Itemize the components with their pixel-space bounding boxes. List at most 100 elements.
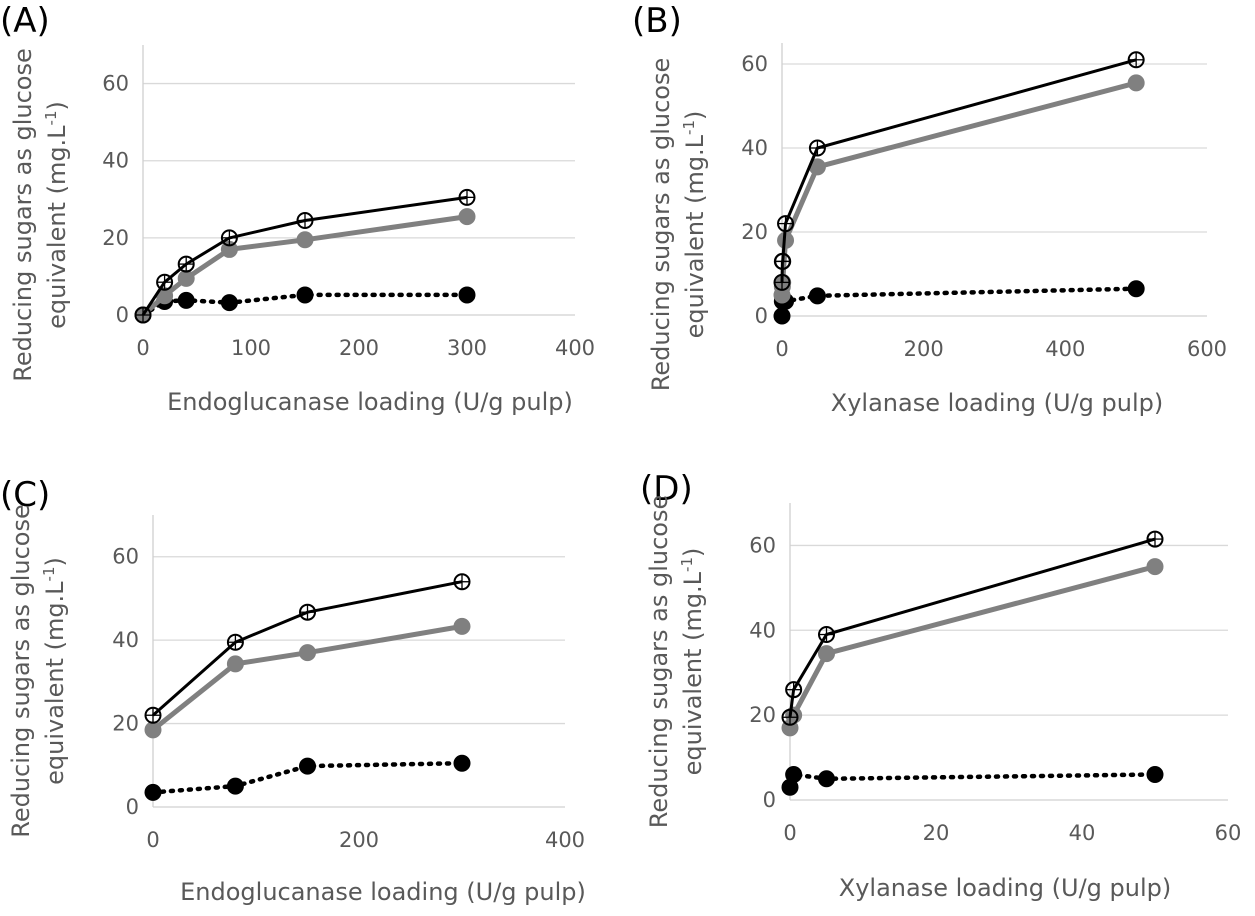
y-axis-label-line2: equivalent (mg.L-1) bbox=[678, 548, 707, 776]
x-tick-label: 0 bbox=[783, 821, 796, 845]
y-tick-label: 0 bbox=[116, 303, 129, 327]
data-point-black-open bbox=[458, 188, 476, 206]
y-tick-label: 0 bbox=[126, 795, 139, 819]
data-point-black-open bbox=[781, 708, 799, 726]
y-tick-label: 0 bbox=[763, 788, 776, 812]
y-tick-label: 20 bbox=[112, 712, 139, 736]
x-tick-label: 300 bbox=[447, 336, 487, 360]
data-point-black-open bbox=[1146, 530, 1164, 548]
x-tick-label: 400 bbox=[555, 336, 595, 360]
data-point-black-dotted bbox=[1127, 280, 1145, 298]
data-point-black-dotted bbox=[773, 307, 791, 325]
x-tick-label: 400 bbox=[545, 828, 585, 852]
x-tick-label: 20 bbox=[923, 821, 950, 845]
data-point-black-open bbox=[785, 681, 803, 699]
y-tick-label: 60 bbox=[741, 52, 768, 76]
y-axis-label-line2: equivalent (mg.L-1) bbox=[42, 101, 71, 329]
x-tick-label: 600 bbox=[1187, 337, 1227, 361]
series-line-black-dotted bbox=[150, 760, 465, 795]
series-line-black-open bbox=[780, 58, 1137, 283]
x-tick-label: 100 bbox=[231, 336, 271, 360]
y-axis-label-line1: Reducing sugars as glucose bbox=[7, 504, 35, 838]
y-axis-label-line2: equivalent (mg.L-1) bbox=[680, 111, 709, 339]
x-axis-label: Xylanase loading (U/g pulp) bbox=[831, 389, 1163, 417]
data-point-black-open bbox=[134, 306, 152, 324]
data-point-black-dotted bbox=[458, 286, 476, 304]
data-point-black-open bbox=[774, 252, 792, 270]
x-axis-label: Endoglucanase loading (U/g pulp) bbox=[180, 878, 586, 906]
data-point-black-open bbox=[453, 573, 471, 591]
data-point-black-open bbox=[773, 273, 791, 291]
y-axis-label-line1: Reducing sugars as glucose bbox=[645, 495, 673, 829]
y-axis-label-line2: equivalent (mg.L-1) bbox=[40, 557, 69, 785]
panel-label: (C) bbox=[0, 475, 50, 515]
series-line-black-dotted bbox=[787, 772, 1158, 790]
series-line-black-open bbox=[152, 580, 463, 717]
x-tick-label: 200 bbox=[339, 828, 379, 852]
series-line-gray-filled bbox=[151, 623, 463, 732]
series-line-black-open bbox=[788, 537, 1156, 718]
x-tick-label: 0 bbox=[136, 336, 149, 360]
data-point-black-dotted bbox=[220, 294, 238, 312]
data-point-gray-filled bbox=[458, 208, 476, 226]
y-tick-label: 40 bbox=[741, 136, 768, 160]
data-point-black-open bbox=[177, 255, 195, 273]
data-point-black-open bbox=[299, 603, 316, 621]
x-tick-label: 40 bbox=[1069, 821, 1096, 845]
y-tick-label: 40 bbox=[749, 618, 776, 642]
data-point-black-open bbox=[296, 212, 314, 229]
y-tick-label: 40 bbox=[112, 628, 139, 652]
data-point-black-dotted bbox=[299, 757, 316, 775]
data-point-black-dotted bbox=[177, 291, 195, 309]
data-point-black-open bbox=[220, 229, 238, 247]
data-point-black-dotted bbox=[144, 783, 162, 801]
data-point-black-dotted bbox=[808, 287, 826, 305]
data-point-gray-filled bbox=[1146, 558, 1164, 576]
y-tick-label: 20 bbox=[749, 703, 776, 727]
data-point-black-open bbox=[226, 633, 244, 651]
data-point-black-open bbox=[818, 626, 835, 644]
panel-label: (B) bbox=[632, 1, 682, 41]
data-point-gray-filled bbox=[453, 617, 471, 635]
data-point-black-open bbox=[808, 139, 826, 157]
chart-panel-3: (C) 0 20 40 60 0 200 400 Endoglucanase loading (… bbox=[0, 475, 586, 906]
data-point-black-dotted bbox=[785, 766, 803, 784]
data-point-black-dotted bbox=[1146, 766, 1164, 784]
data-point-gray-filled bbox=[1127, 74, 1145, 92]
y-tick-label: 0 bbox=[755, 304, 768, 328]
x-axis-label: Endoglucanase loading (U/g pulp) bbox=[167, 388, 573, 416]
data-point-black-open bbox=[144, 706, 162, 724]
panel-label: (D) bbox=[640, 469, 693, 509]
data-point-black-dotted bbox=[226, 777, 244, 795]
chart-panel-1: (A) 0 20 40 60 0 100 200 300 400 Endoglucanase loa… bbox=[0, 1, 595, 416]
y-tick-label: 60 bbox=[749, 533, 776, 557]
x-tick-label: 400 bbox=[1045, 337, 1085, 361]
panel-label: (A) bbox=[0, 1, 50, 41]
y-tick-label: 20 bbox=[741, 220, 768, 244]
y-axis-label-line1: Reducing sugars as glucose bbox=[9, 48, 37, 382]
x-tick-label: 60 bbox=[1215, 821, 1242, 845]
data-point-gray-filled bbox=[226, 655, 244, 673]
x-tick-label: 200 bbox=[339, 336, 379, 360]
data-point-black-dotted bbox=[818, 770, 835, 788]
data-point-gray-filled bbox=[177, 269, 195, 287]
y-axis-label-line1: Reducing sugars as glucose bbox=[647, 58, 675, 392]
y-tick-label: 20 bbox=[102, 226, 129, 250]
data-point-black-open bbox=[1127, 51, 1145, 69]
x-tick-label: 200 bbox=[904, 337, 944, 361]
data-point-black-dotted bbox=[453, 754, 471, 772]
series-line-gray-filled bbox=[779, 80, 1137, 296]
y-tick-label: 60 bbox=[112, 545, 139, 569]
data-point-gray-filled bbox=[144, 721, 162, 739]
x-axis-label: Xylanase loading (U/g pulp) bbox=[839, 874, 1171, 902]
chart-panel-4: (D) 0 20 40 60 0 20 40 60 Xylanase loading (U/g p… bbox=[640, 469, 1241, 902]
data-point-gray-filled bbox=[296, 231, 314, 249]
data-point-black-dotted bbox=[296, 286, 314, 304]
x-tick-label: 0 bbox=[775, 337, 788, 361]
data-point-black-open bbox=[777, 215, 795, 233]
data-point-gray-filled bbox=[299, 644, 316, 662]
y-tick-label: 40 bbox=[102, 149, 129, 173]
y-tick-label: 60 bbox=[102, 72, 129, 96]
